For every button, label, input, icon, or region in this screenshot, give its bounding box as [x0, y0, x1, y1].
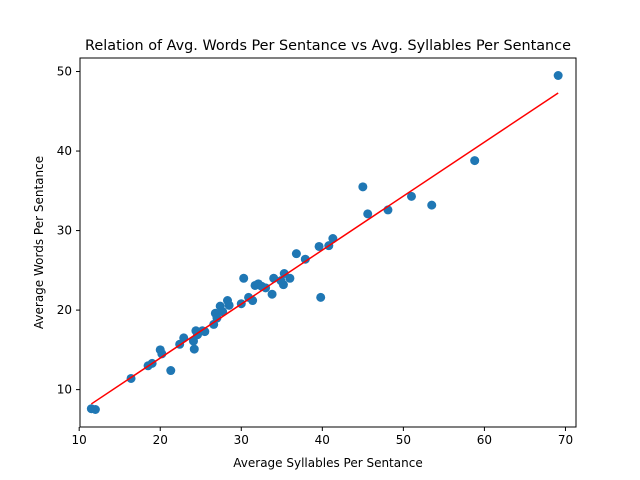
- y-axis: 10 20 30 40 50: [57, 65, 80, 397]
- data-point: [90, 405, 100, 415]
- data-point: [189, 344, 199, 354]
- x-axis-label: Average Syllables Per Sentance: [233, 456, 422, 470]
- data-points: [86, 70, 563, 415]
- x-tick-label: 10: [72, 433, 87, 447]
- data-point: [166, 366, 176, 376]
- x-axis: 10 20 30 40 50 60 70: [72, 427, 573, 447]
- data-point: [553, 70, 563, 80]
- fit-line-group: [90, 92, 559, 405]
- y-tick-label: 10: [57, 383, 72, 397]
- data-point: [314, 241, 324, 251]
- x-tick-label: 30: [234, 433, 249, 447]
- y-tick-label: 30: [57, 224, 72, 238]
- data-point: [267, 289, 277, 299]
- data-point: [239, 273, 249, 283]
- y-axis-label: Average Words Per Sentance: [32, 156, 46, 329]
- fit-line: [90, 92, 559, 405]
- data-point: [218, 307, 228, 317]
- data-point: [427, 200, 437, 210]
- x-tick-label: 40: [315, 433, 330, 447]
- y-tick-label: 50: [57, 65, 72, 79]
- data-point: [291, 249, 301, 259]
- plot-area: [79, 57, 577, 428]
- x-tick-label: 60: [477, 433, 492, 447]
- data-point: [316, 292, 326, 302]
- data-point: [224, 300, 234, 310]
- data-point: [278, 280, 288, 290]
- y-tick-label: 40: [57, 144, 72, 158]
- x-tick-label: 20: [153, 433, 168, 447]
- data-point: [363, 209, 373, 219]
- data-point: [406, 191, 416, 201]
- chart-title: Relation of Avg. Words Per Sentance vs A…: [85, 38, 571, 54]
- data-point: [300, 254, 310, 264]
- data-point: [212, 313, 222, 323]
- y-tick-label: 20: [57, 303, 72, 317]
- x-tick-label: 50: [396, 433, 411, 447]
- data-point: [470, 156, 480, 166]
- data-point: [358, 182, 368, 192]
- data-point: [285, 273, 295, 283]
- x-tick-label: 70: [558, 433, 573, 447]
